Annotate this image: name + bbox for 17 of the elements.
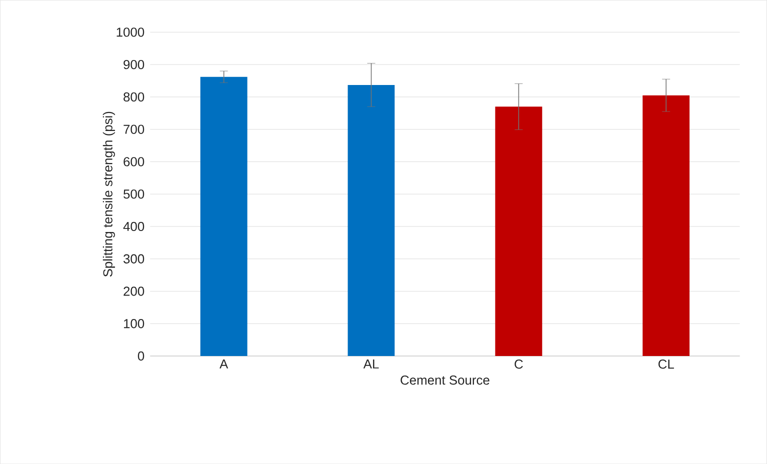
y-tick-label: 100 xyxy=(124,318,144,328)
y-axis-title: Splitting tensile strength (psi) xyxy=(102,112,115,277)
y-tick-label: 500 xyxy=(124,189,144,199)
y-tick-label: 1000 xyxy=(116,28,144,37)
y-tick-label: 200 xyxy=(124,286,144,296)
x-tick-label: A xyxy=(220,359,228,368)
y-tick-label: 600 xyxy=(124,157,144,166)
x-tick-label: C xyxy=(514,359,523,369)
y-tick-label: 0 xyxy=(138,351,144,361)
y-tick-label: 300 xyxy=(124,254,144,264)
y-tick-label: 400 xyxy=(123,222,144,231)
y-tick-label: 800 xyxy=(124,92,144,102)
x-axis-title: Cement Source xyxy=(400,375,490,385)
y-tick-label: 700 xyxy=(124,124,144,134)
x-tick-label: CL xyxy=(658,359,674,369)
x-tick-label: AL xyxy=(363,359,379,368)
y-tick-label: 900 xyxy=(124,60,144,70)
